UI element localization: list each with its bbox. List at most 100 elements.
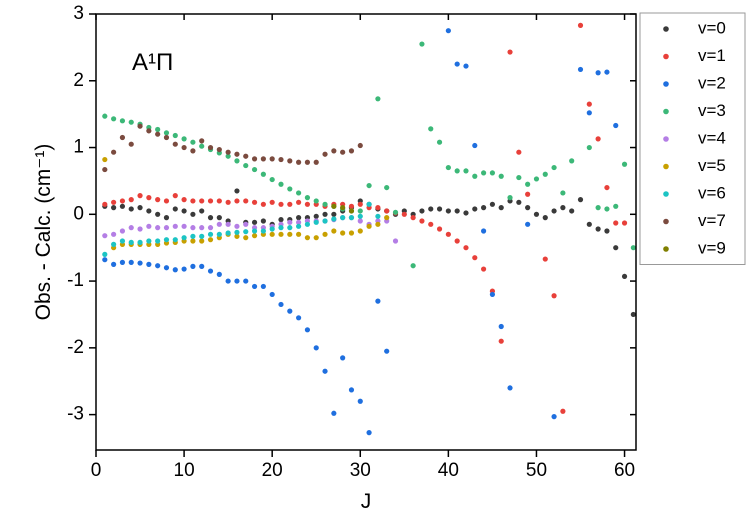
point xyxy=(190,263,196,269)
point xyxy=(111,199,117,205)
point xyxy=(137,205,143,211)
point xyxy=(207,215,214,221)
point xyxy=(296,199,302,205)
point xyxy=(375,298,381,304)
y-tick-label: 3 xyxy=(73,3,84,24)
y-tick-label: -3 xyxy=(67,404,84,425)
point xyxy=(436,226,443,232)
point xyxy=(313,159,319,165)
point xyxy=(243,235,249,241)
point xyxy=(207,231,214,237)
point xyxy=(296,215,302,221)
legend-label: v=9 xyxy=(698,238,726,257)
point xyxy=(560,205,566,211)
point xyxy=(481,205,487,211)
point xyxy=(533,211,540,217)
point xyxy=(119,118,126,124)
point xyxy=(181,144,187,151)
point xyxy=(102,251,108,257)
point xyxy=(586,221,592,227)
point xyxy=(472,142,478,149)
point xyxy=(216,215,222,221)
point xyxy=(604,69,610,75)
point xyxy=(251,156,258,162)
point xyxy=(454,168,460,174)
point xyxy=(251,233,258,239)
point xyxy=(278,301,284,308)
point xyxy=(137,260,143,266)
point xyxy=(216,198,222,204)
point xyxy=(613,122,619,129)
point xyxy=(463,210,469,216)
point xyxy=(278,225,284,231)
point xyxy=(445,208,451,214)
point xyxy=(340,205,346,211)
x-tick-label: 10 xyxy=(174,460,195,481)
point xyxy=(481,266,487,272)
point xyxy=(331,211,337,217)
point xyxy=(181,266,187,272)
x-tick-label: 0 xyxy=(91,460,102,481)
point xyxy=(199,225,205,231)
point xyxy=(507,385,513,391)
point xyxy=(234,278,240,284)
point xyxy=(172,267,178,273)
point xyxy=(155,131,161,137)
point xyxy=(322,218,328,224)
point xyxy=(331,203,337,209)
point xyxy=(296,315,302,321)
x-axis-title: J xyxy=(361,490,372,513)
point xyxy=(163,225,170,231)
point xyxy=(278,181,284,187)
y-tick-label: -2 xyxy=(67,337,84,358)
point xyxy=(595,136,601,142)
x-tick-label: 60 xyxy=(614,460,635,481)
point xyxy=(445,28,451,34)
point xyxy=(243,153,249,159)
point xyxy=(304,159,311,165)
point xyxy=(269,156,275,162)
point xyxy=(199,233,205,239)
point xyxy=(111,241,117,247)
point xyxy=(472,173,478,179)
point xyxy=(181,197,187,203)
point xyxy=(225,199,231,205)
point xyxy=(190,211,196,217)
legend-marker xyxy=(663,136,669,142)
point xyxy=(621,161,628,167)
point xyxy=(260,156,266,162)
point xyxy=(137,193,143,199)
point xyxy=(172,132,178,139)
point xyxy=(260,283,266,290)
legend-marker xyxy=(663,191,669,197)
point xyxy=(155,225,161,231)
point xyxy=(155,126,161,133)
point xyxy=(243,221,249,227)
point xyxy=(251,228,258,234)
point xyxy=(128,225,134,231)
point xyxy=(322,151,328,157)
point xyxy=(207,198,214,204)
legend-label: v=7 xyxy=(698,211,726,230)
point xyxy=(296,219,302,225)
point xyxy=(384,215,390,221)
point xyxy=(155,197,161,203)
point xyxy=(243,162,249,169)
point xyxy=(613,220,619,226)
point xyxy=(243,198,249,204)
point xyxy=(181,136,187,142)
point xyxy=(287,308,293,314)
point xyxy=(445,231,451,237)
point xyxy=(216,221,222,227)
point xyxy=(331,148,337,154)
point xyxy=(392,238,399,244)
point xyxy=(436,139,443,145)
point xyxy=(119,203,126,209)
point xyxy=(454,61,460,67)
point xyxy=(322,211,328,217)
point xyxy=(119,228,126,234)
point xyxy=(102,201,108,207)
point xyxy=(128,259,134,265)
point xyxy=(304,235,311,241)
x-tick-label: 20 xyxy=(262,460,283,481)
